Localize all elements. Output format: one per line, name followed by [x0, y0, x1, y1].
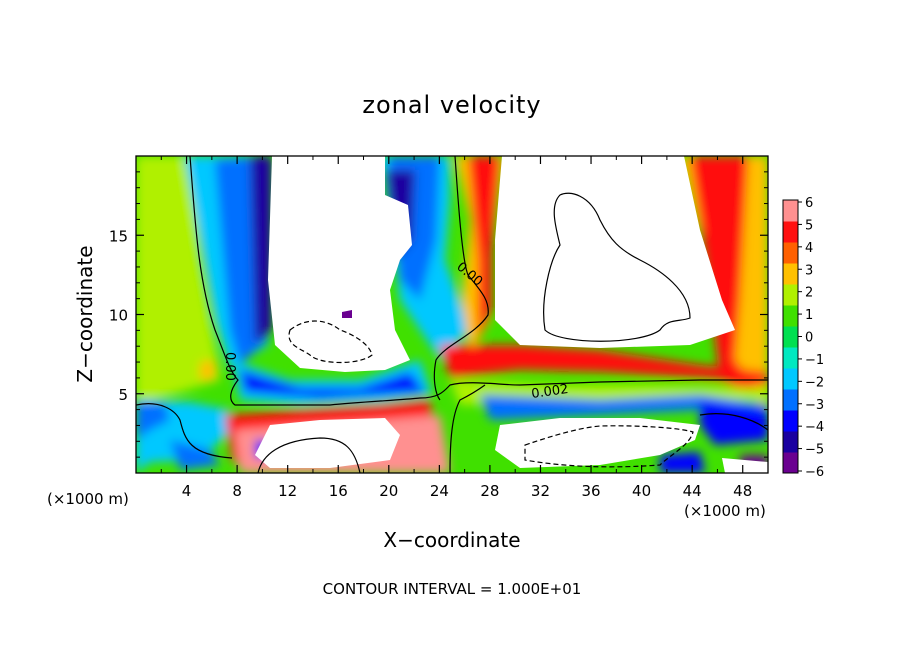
- colorbar-label: −2: [805, 375, 824, 390]
- colorbar-swatch: [783, 389, 798, 411]
- zero-contour: [189, 156, 768, 406]
- zero-contour: [449, 384, 486, 473]
- zero-contour: [433, 156, 489, 401]
- x-tick-label: 32: [531, 482, 550, 500]
- colorbar-label: −6: [805, 465, 824, 480]
- contour-label: 0.00: [222, 352, 237, 381]
- colorbar-label: 0: [805, 331, 813, 346]
- colorbar-swatch: [783, 242, 798, 264]
- colorbar-label: 1: [805, 308, 813, 323]
- x-tick-label: 12: [278, 482, 297, 500]
- zero-contour: [257, 437, 361, 473]
- contour-label: 0.002: [530, 382, 569, 402]
- colorbar-swatch: [783, 326, 798, 348]
- colorbar-label: 5: [805, 218, 813, 233]
- colorbar-swatch: [783, 221, 798, 243]
- x-axis-label: X−coordinate: [383, 528, 520, 552]
- colorbar-label: −4: [805, 420, 824, 435]
- x-tick-label: 48: [733, 482, 752, 500]
- x-tick-label: 4: [182, 482, 192, 500]
- colorbar-swatch: [783, 410, 798, 432]
- zero-contour: [699, 413, 768, 431]
- y-axis: 5 10 15: [109, 171, 768, 458]
- x-tick-label: 36: [581, 482, 600, 500]
- colorbar: −6 −5 −4 −3 −2 −1 0 1 2 3 4 5 6: [782, 196, 824, 480]
- colorbar-label: −5: [805, 443, 824, 458]
- footer-contour-interval: CONTOUR INTERVAL = 1.000E+01: [323, 580, 582, 598]
- colorbar-label: 6: [805, 196, 813, 211]
- zero-contour: [136, 403, 233, 459]
- colorbar-label: 4: [805, 241, 813, 256]
- zero-contour: [543, 192, 691, 342]
- colorbar-label: −3: [805, 398, 824, 413]
- negative-contour: [288, 320, 373, 364]
- colorbar-swatch: [783, 347, 798, 369]
- colorbar-swatch: [783, 368, 798, 390]
- x-tick-label: 24: [430, 482, 449, 500]
- x-tick-label: 40: [632, 482, 651, 500]
- x-tick-label: 44: [683, 482, 702, 500]
- heatmap-field: [136, 156, 768, 473]
- y-axis-label: Z−coordinate: [73, 245, 97, 382]
- negative-contour: [524, 425, 694, 468]
- colorbar-swatch: [783, 263, 798, 285]
- x-tick-label: 20: [379, 482, 398, 500]
- colorbar-swatch: [783, 284, 798, 306]
- colorbar-swatch: [783, 305, 798, 327]
- colorbar-label: −1: [805, 353, 824, 368]
- x-tick-label: 28: [480, 482, 499, 500]
- colorbar-swatch: [783, 431, 798, 453]
- x-unit-left: (×1000 m): [47, 490, 129, 508]
- x-tick-label: 16: [329, 482, 348, 500]
- y-tick-label: 15: [109, 227, 128, 245]
- y-tick-label: 10: [109, 307, 128, 325]
- chart-title: zonal velocity: [362, 91, 541, 119]
- x-unit-right: (×1000 m): [684, 502, 766, 520]
- contour-lines: [136, 156, 768, 473]
- x-axis: 4 8 12 16 20 24 28 32 36 40 44 48: [160, 156, 752, 500]
- x-tick-label: 8: [232, 482, 242, 500]
- colorbar-swatch: [783, 200, 798, 222]
- y-tick-label: 5: [118, 386, 128, 404]
- colorbar-swatch: [783, 452, 798, 474]
- colorbar-label: 3: [805, 263, 813, 278]
- colorbar-label: 2: [805, 286, 813, 301]
